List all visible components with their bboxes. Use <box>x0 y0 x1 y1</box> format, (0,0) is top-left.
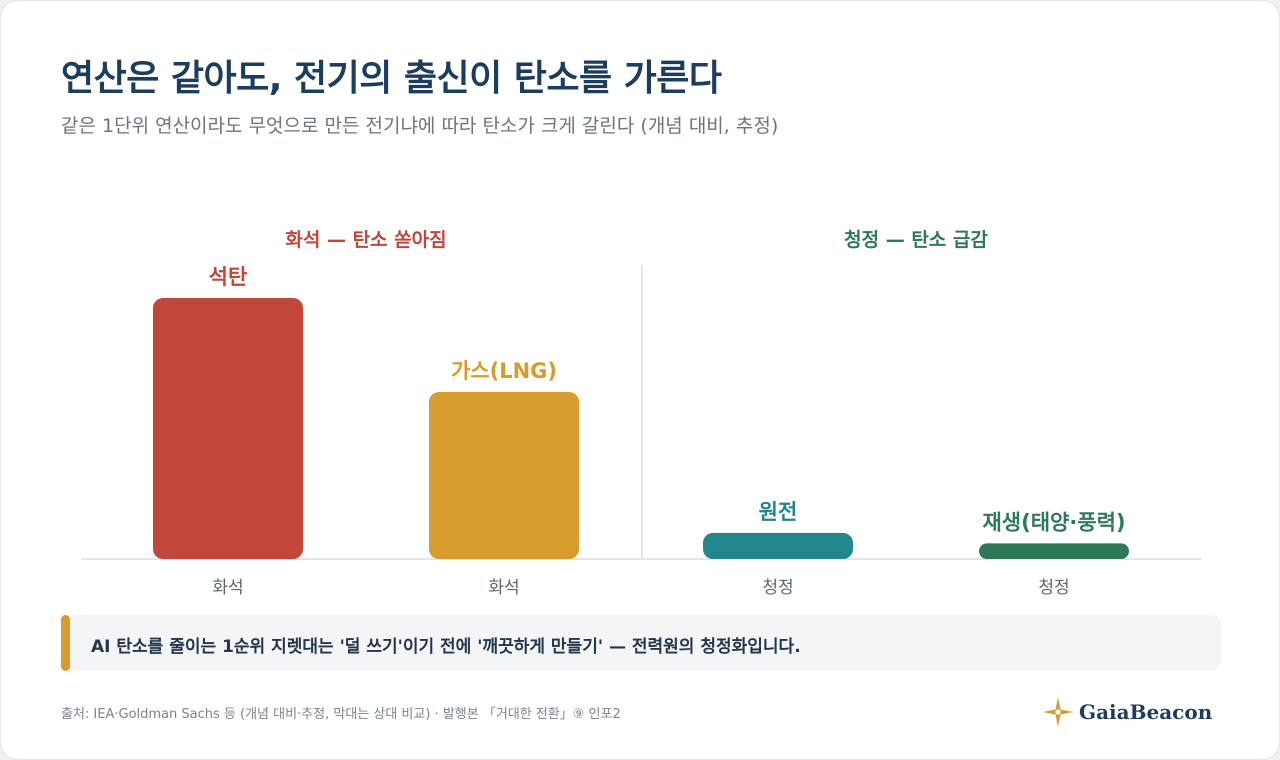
x-tick-label-3: 청정 <box>1038 578 1069 598</box>
x-tick-label-2: 청정 <box>762 578 793 598</box>
compass-star-icon <box>1043 697 1073 727</box>
group-label-0: 화석 — 탄소 쏟아짐 <box>285 229 446 251</box>
bar-2 <box>703 532 853 559</box>
source-note: 출처: IEA·Goldman Sachs 등 (개념 대비·추정, 막대는 상… <box>61 707 621 722</box>
page-subtitle: 같은 1단위 연산이라도 무엇으로 만든 전기냐에 따라 탄소가 크게 갈린다 … <box>61 115 779 137</box>
callout-box: AI 탄소를 줄이는 1순위 지렛대는 '덜 쓰기'이기 전에 '깨끗하게 만들… <box>61 615 1221 671</box>
bar-label-3: 재생(태양·풍력) <box>982 510 1125 534</box>
bar-label-1: 가스(LNG) <box>451 359 557 383</box>
group-label-1: 청정 — 탄소 급감 <box>844 229 988 251</box>
bar-label-0: 석탄 <box>209 265 248 289</box>
page-title: 연산은 같아도, 전기의 출신이 탄소를 가른다 <box>61 58 722 99</box>
callout-accent-bar <box>61 615 70 671</box>
bar-0 <box>153 298 303 559</box>
bar-3 <box>979 543 1129 559</box>
brand-logo: GaiaBeacon <box>1041 695 1212 729</box>
bar-label-2: 원전 <box>759 500 798 524</box>
x-tick-label-1: 화석 <box>488 578 519 598</box>
x-tick-label-0: 화석 <box>212 578 243 598</box>
callout-text: AI 탄소를 줄이는 1순위 지렛대는 '덜 쓰기'이기 전에 '깨끗하게 만들… <box>91 637 801 657</box>
brand-name: GaiaBeacon <box>1079 700 1213 724</box>
bar-1 <box>429 391 579 559</box>
